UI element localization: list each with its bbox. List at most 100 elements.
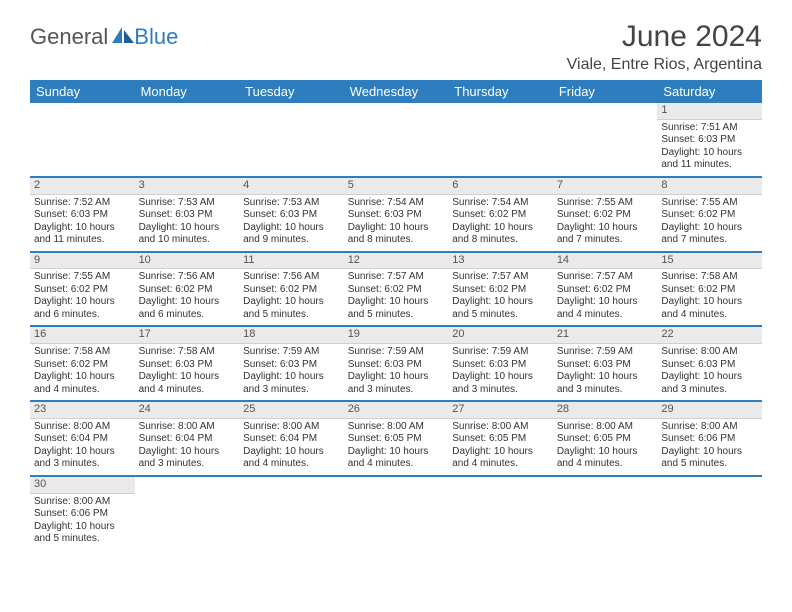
sunrise-text: Sunrise: 7:51 AM	[661, 122, 758, 135]
calendar-day-cell: 4Sunrise: 7:53 AMSunset: 6:03 PMDaylight…	[239, 177, 344, 252]
calendar-day-cell: 23Sunrise: 8:00 AMSunset: 6:04 PMDayligh…	[30, 401, 135, 476]
sunrise-text: Sunrise: 7:54 AM	[348, 197, 445, 210]
calendar-empty-cell	[135, 476, 240, 550]
calendar-day-cell: 28Sunrise: 8:00 AMSunset: 6:05 PMDayligh…	[553, 401, 658, 476]
weekday-header: Sunday	[30, 80, 135, 103]
calendar-day-cell: 15Sunrise: 7:58 AMSunset: 6:02 PMDayligh…	[657, 252, 762, 327]
day-number: 20	[448, 327, 553, 344]
daylight-text: Daylight: 10 hours and 5 minutes.	[452, 296, 549, 321]
sunset-text: Sunset: 6:02 PM	[452, 284, 549, 297]
sunrise-text: Sunrise: 7:54 AM	[452, 197, 549, 210]
daylight-text: Daylight: 10 hours and 3 minutes.	[348, 371, 445, 396]
day-number: 26	[344, 402, 449, 419]
sunset-text: Sunset: 6:02 PM	[139, 284, 236, 297]
calendar-day-cell: 12Sunrise: 7:57 AMSunset: 6:02 PMDayligh…	[344, 252, 449, 327]
sunset-text: Sunset: 6:03 PM	[661, 359, 758, 372]
sunset-text: Sunset: 6:03 PM	[243, 209, 340, 222]
day-number: 1	[657, 103, 762, 120]
day-number: 7	[553, 178, 658, 195]
sunrise-text: Sunrise: 8:00 AM	[557, 421, 654, 434]
calendar-week-row: 23Sunrise: 8:00 AMSunset: 6:04 PMDayligh…	[30, 401, 762, 476]
calendar-day-cell: 18Sunrise: 7:59 AMSunset: 6:03 PMDayligh…	[239, 326, 344, 401]
daylight-text: Daylight: 10 hours and 3 minutes.	[243, 371, 340, 396]
day-number: 10	[135, 253, 240, 270]
sunrise-text: Sunrise: 8:00 AM	[661, 421, 758, 434]
daylight-text: Daylight: 10 hours and 3 minutes.	[557, 371, 654, 396]
daylight-text: Daylight: 10 hours and 11 minutes.	[34, 222, 131, 247]
month-title: June 2024	[567, 20, 762, 54]
sunrise-text: Sunrise: 8:00 AM	[661, 346, 758, 359]
daylight-text: Daylight: 10 hours and 4 minutes.	[557, 296, 654, 321]
calendar-empty-cell	[448, 103, 553, 177]
calendar-day-cell: 29Sunrise: 8:00 AMSunset: 6:06 PMDayligh…	[657, 401, 762, 476]
day-number: 9	[30, 253, 135, 270]
logo: General Blue	[30, 24, 178, 50]
sunrise-text: Sunrise: 7:59 AM	[452, 346, 549, 359]
sunset-text: Sunset: 6:04 PM	[243, 433, 340, 446]
sunrise-text: Sunrise: 7:55 AM	[661, 197, 758, 210]
day-number: 29	[657, 402, 762, 419]
daylight-text: Daylight: 10 hours and 8 minutes.	[452, 222, 549, 247]
sunset-text: Sunset: 6:04 PM	[139, 433, 236, 446]
daylight-text: Daylight: 10 hours and 3 minutes.	[34, 446, 131, 471]
weekday-header: Monday	[135, 80, 240, 103]
sunrise-text: Sunrise: 7:56 AM	[139, 271, 236, 284]
calendar-day-cell: 10Sunrise: 7:56 AMSunset: 6:02 PMDayligh…	[135, 252, 240, 327]
calendar-day-cell: 20Sunrise: 7:59 AMSunset: 6:03 PMDayligh…	[448, 326, 553, 401]
daylight-text: Daylight: 10 hours and 9 minutes.	[243, 222, 340, 247]
sunrise-text: Sunrise: 7:58 AM	[661, 271, 758, 284]
daylight-text: Daylight: 10 hours and 4 minutes.	[452, 446, 549, 471]
calendar-day-cell: 22Sunrise: 8:00 AMSunset: 6:03 PMDayligh…	[657, 326, 762, 401]
day-number: 15	[657, 253, 762, 270]
sunset-text: Sunset: 6:03 PM	[243, 359, 340, 372]
day-number: 2	[30, 178, 135, 195]
sunset-text: Sunset: 6:03 PM	[348, 359, 445, 372]
weekday-header: Wednesday	[344, 80, 449, 103]
calendar-day-cell: 9Sunrise: 7:55 AMSunset: 6:02 PMDaylight…	[30, 252, 135, 327]
sunrise-text: Sunrise: 7:59 AM	[348, 346, 445, 359]
day-number: 17	[135, 327, 240, 344]
sunrise-text: Sunrise: 8:00 AM	[243, 421, 340, 434]
calendar-table: SundayMondayTuesdayWednesdayThursdayFrid…	[30, 80, 762, 550]
daylight-text: Daylight: 10 hours and 8 minutes.	[348, 222, 445, 247]
calendar-week-row: 30Sunrise: 8:00 AMSunset: 6:06 PMDayligh…	[30, 476, 762, 550]
sunset-text: Sunset: 6:03 PM	[557, 359, 654, 372]
day-number: 30	[30, 477, 135, 494]
daylight-text: Daylight: 10 hours and 7 minutes.	[557, 222, 654, 247]
sunset-text: Sunset: 6:04 PM	[34, 433, 131, 446]
day-number: 25	[239, 402, 344, 419]
daylight-text: Daylight: 10 hours and 3 minutes.	[452, 371, 549, 396]
calendar-empty-cell	[553, 103, 658, 177]
day-number: 14	[553, 253, 658, 270]
daylight-text: Daylight: 10 hours and 10 minutes.	[139, 222, 236, 247]
sunset-text: Sunset: 6:03 PM	[139, 209, 236, 222]
calendar-empty-cell	[448, 476, 553, 550]
sunset-text: Sunset: 6:02 PM	[348, 284, 445, 297]
day-number: 4	[239, 178, 344, 195]
daylight-text: Daylight: 10 hours and 4 minutes.	[139, 371, 236, 396]
weekday-header: Tuesday	[239, 80, 344, 103]
sunset-text: Sunset: 6:02 PM	[243, 284, 340, 297]
sunrise-text: Sunrise: 7:58 AM	[139, 346, 236, 359]
calendar-day-cell: 27Sunrise: 8:00 AMSunset: 6:05 PMDayligh…	[448, 401, 553, 476]
sunrise-text: Sunrise: 7:57 AM	[557, 271, 654, 284]
weekday-header: Thursday	[448, 80, 553, 103]
sunrise-text: Sunrise: 8:00 AM	[452, 421, 549, 434]
daylight-text: Daylight: 10 hours and 4 minutes.	[243, 446, 340, 471]
sunrise-text: Sunrise: 7:55 AM	[557, 197, 654, 210]
calendar-empty-cell	[553, 476, 658, 550]
calendar-day-cell: 7 Sunrise: 7:55 AMSunset: 6:02 PMDaylight…	[553, 177, 658, 252]
calendar-empty-cell	[135, 103, 240, 177]
sunrise-text: Sunrise: 7:52 AM	[34, 197, 131, 210]
sunset-text: Sunset: 6:06 PM	[34, 508, 131, 521]
sunset-text: Sunset: 6:06 PM	[661, 433, 758, 446]
daylight-text: Daylight: 10 hours and 5 minutes.	[34, 521, 131, 546]
calendar-day-cell: 3Sunrise: 7:53 AMSunset: 6:03 PMDaylight…	[135, 177, 240, 252]
sunset-text: Sunset: 6:03 PM	[34, 209, 131, 222]
calendar-day-cell: 21Sunrise: 7:59 AMSunset: 6:03 PMDayligh…	[553, 326, 658, 401]
sunset-text: Sunset: 6:02 PM	[557, 209, 654, 222]
logo-text-general: General	[30, 24, 108, 50]
sunset-text: Sunset: 6:05 PM	[348, 433, 445, 446]
sunset-text: Sunset: 6:02 PM	[661, 284, 758, 297]
sunset-text: Sunset: 6:03 PM	[139, 359, 236, 372]
